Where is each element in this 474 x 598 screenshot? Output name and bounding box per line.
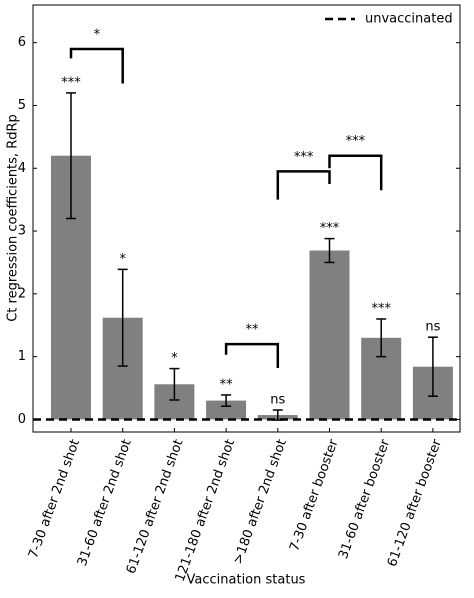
bracket-label: *** [294,150,314,165]
significance-label: ** [220,377,234,392]
bracket-label: * [94,27,101,42]
significance-label: ns [270,393,285,408]
significance-label: ns [425,320,440,335]
significance-label: * [171,351,178,366]
bar [206,400,247,420]
bracket [224,342,280,368]
x-tick-label: 31-60 after 2nd shot [75,437,135,568]
x-tick-label: 61-120 after booster [385,437,445,569]
significance-label: *** [61,75,81,90]
legend-label: unvaccinated [365,12,453,27]
bracket [276,170,331,200]
y-tick-label: 4 [18,161,26,176]
x-tick-label: >180 after 2nd shot [231,437,290,566]
y-tick-label: 6 [18,35,26,50]
bracket [69,47,124,84]
y-tick-label: 3 [18,224,26,239]
significance-label: *** [371,301,391,316]
significance-label: *** [320,221,340,236]
bracket-label: ** [245,323,259,338]
x-tick-label: 7-30 after booster [287,437,342,554]
x-tick-label: 61-120 after 2nd shot [124,437,187,576]
y-tick-label: 5 [18,98,26,113]
x-tick-label: 121-180 after 2nd shot [173,437,238,583]
bar [309,250,350,420]
x-tick-label: 31-60 after booster [336,437,393,561]
bracket-label: *** [346,134,366,149]
bracket [328,154,383,191]
x-tick-label: 7-30 after 2nd shot [26,437,83,560]
x-axis-label: Vaccination status [187,573,306,588]
y-axis-label: Ct regression coefficients, RdRp [6,114,21,322]
y-tick-label: 0 [18,412,26,427]
y-tick-label: 2 [18,286,26,301]
plot-frame [32,4,461,433]
y-tick-label: 1 [18,349,26,364]
significance-label: * [119,252,126,267]
